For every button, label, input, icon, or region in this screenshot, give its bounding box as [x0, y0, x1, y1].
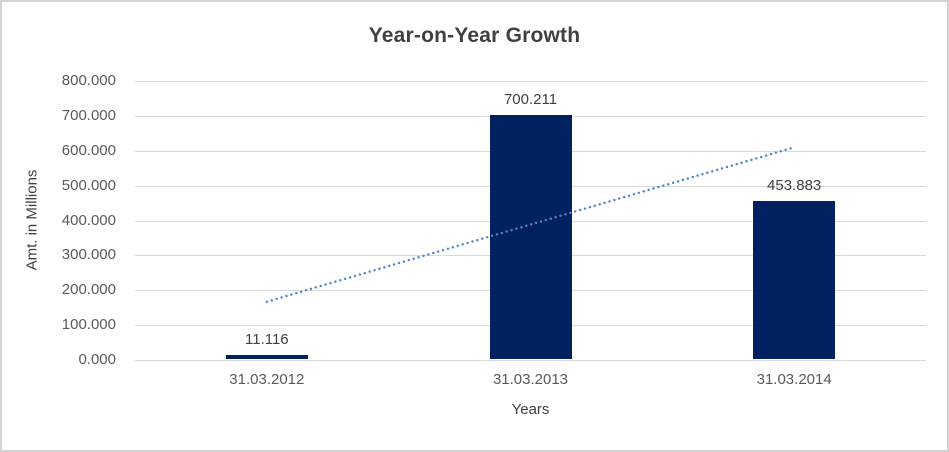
y-tick-label: 500.000 [61, 176, 116, 194]
y-tick-label: 700.000 [61, 106, 116, 124]
bar-31.03.2012 [225, 355, 308, 359]
plot-area: 11.116 700.211 453.883 [135, 81, 926, 361]
bar-31.03.2014 [753, 200, 836, 359]
y-tick-label: 300.000 [61, 246, 116, 264]
bar-data-label: 11.116 [245, 331, 289, 349]
y-tick-label: 400.000 [61, 211, 116, 229]
y-tick-label: 100.000 [61, 316, 116, 334]
bar-data-label: 700.211 [503, 90, 558, 108]
y-tick-label: 600.000 [61, 141, 116, 159]
bar-31.03.2013 [489, 114, 572, 359]
y-tick-label: 800.000 [61, 72, 116, 89]
gridline [135, 360, 926, 361]
x-tick-label: 31.03.2013 [492, 371, 569, 388]
chart-title: Year-on-Year Growth [368, 24, 581, 47]
gridline [135, 81, 926, 82]
x-axis-title: Years [511, 401, 550, 418]
y-tick-label: 0.000 [78, 351, 116, 368]
bar-data-label: 453.883 [767, 176, 822, 194]
y-tick-label: 200.000 [61, 281, 116, 299]
x-tick-label: 31.03.2014 [756, 371, 832, 388]
x-tick-label: 31.03.2012 [229, 371, 305, 388]
